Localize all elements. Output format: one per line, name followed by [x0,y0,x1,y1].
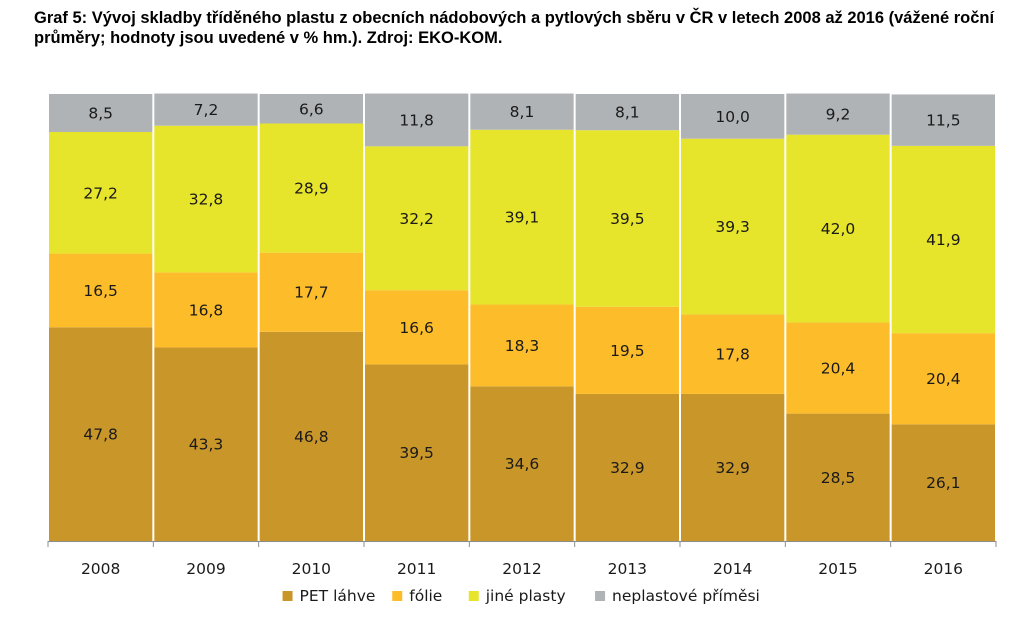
data-label-2014-4: 10,0 [715,108,750,126]
data-label-2014-2: 17,8 [715,346,750,364]
x-tick-label-2009: 2009 [186,560,225,578]
data-label-2010-4: 6,6 [299,100,324,118]
data-label-2013-3: 39,5 [610,210,645,228]
bar-segment-2016-1 [891,424,995,541]
legend-label-1: PET láhve [300,587,376,605]
legend-swatch-2 [392,591,403,601]
bar-segment-2011-1 [365,364,469,541]
data-label-2013-1: 32,9 [610,459,645,477]
data-label-2015-4: 9,2 [826,106,851,124]
bar-segment-2012-1 [470,386,574,541]
data-label-2012-3: 39,1 [505,209,540,227]
bar-segment-2016-4 [891,94,995,146]
legend-swatch-3 [468,591,479,601]
bar-segment-2008-4 [49,94,153,132]
bar-segment-2012-2 [470,304,574,387]
data-label-2015-3: 42,0 [821,220,856,238]
x-tick-label-2013: 2013 [608,560,647,578]
bar-segment-2014-1 [681,393,785,541]
data-label-2013-2: 19,5 [610,342,645,360]
data-label-2014-1: 32,9 [715,459,750,477]
bar-segment-2016-2 [891,333,995,425]
bar-segment-2008-1 [49,327,153,541]
bar-segment-2009-3 [154,125,258,273]
bar-segment-2014-4 [681,94,785,139]
data-label-2008-1: 47,8 [83,426,118,444]
data-label-2016-2: 20,4 [926,370,961,388]
data-label-2008-4: 8,5 [88,105,113,123]
bars-layer: 47,8 16,5 27,2 8,5 43,3 16,8 32,8 7,2 46,8 17,7 28… [49,93,995,541]
bar-segment-2009-4 [154,93,258,126]
legend-swatch-1 [282,591,293,601]
x-axis: 2008 2009 2010 2011 2012 2013 2014 2015 2016 [47,541,997,578]
bar-segment-2012-4 [470,93,574,130]
bar-segment-2012-3 [470,129,574,305]
bar-segment-2010-2 [259,252,363,332]
bar-segment-2013-1 [575,393,679,541]
data-label-2010-2: 17,7 [294,284,329,302]
data-label-2011-4: 11,8 [399,111,434,129]
bar-segment-2010-4 [259,94,363,124]
bar-segment-2014-2 [681,314,785,394]
data-label-2008-3: 27,2 [83,184,118,202]
bar-segment-2013-2 [575,306,679,394]
bar-segment-2011-4 [365,93,469,147]
data-label-2009-4: 7,2 [194,101,219,119]
bar-segment-2015-4 [786,93,890,135]
data-label-2012-4: 8,1 [510,103,535,121]
data-label-2008-2: 16,5 [83,282,118,300]
data-label-2014-3: 39,3 [715,218,750,236]
data-label-2016-1: 26,1 [926,474,961,492]
data-label-2009-3: 32,8 [189,191,224,209]
data-label-2016-4: 11,5 [926,112,961,130]
legend-label-2: fólie [409,587,442,605]
bar-segment-2010-1 [259,331,363,541]
x-tick-label-2015: 2015 [818,560,857,578]
bar-segment-2015-1 [786,413,890,541]
bar-segment-2009-1 [154,347,258,541]
data-label-2016-3: 41,9 [926,231,961,249]
x-tick-label-2011: 2011 [397,560,436,578]
x-tick-label-2016: 2016 [924,560,963,578]
data-label-2011-3: 32,2 [399,210,434,228]
data-label-2009-1: 43,3 [189,436,224,454]
legend-swatch-4 [595,591,606,601]
x-tick-label-2014: 2014 [713,560,752,578]
data-label-2012-2: 18,3 [505,337,540,355]
legend-label-4: neplastové příměsi [612,587,760,605]
bar-segment-2008-2 [49,253,153,328]
chart-title: Graf 5: Vývoj skladby tříděného plastu z… [34,9,995,47]
bar-segment-2015-3 [786,134,890,323]
bar-segment-2013-3 [575,130,679,307]
bar-segment-2014-3 [681,138,785,315]
bar-segment-2013-4 [575,94,679,131]
x-tick-label-2012: 2012 [502,560,541,578]
data-label-2011-1: 39,5 [399,444,434,462]
data-label-2015-2: 20,4 [821,360,856,378]
data-label-2010-3: 28,9 [294,180,329,198]
bar-segment-2016-3 [891,145,995,334]
bar-segment-2011-3 [365,146,469,291]
bar-segment-2009-2 [154,272,258,348]
legend: PET láhve fólie jiné plasty neplastové přím… [282,587,760,605]
bar-segment-2010-3 [259,123,363,253]
data-label-2009-2: 16,8 [189,301,224,319]
legend-label-3: jiné plasty [485,587,566,605]
data-label-2011-2: 16,6 [399,319,434,337]
data-label-2010-1: 46,8 [294,428,329,446]
bar-segment-2015-2 [786,322,890,414]
data-label-2015-1: 28,5 [821,469,856,487]
x-tick-label-2010: 2010 [292,560,331,578]
bar-segment-2011-2 [365,290,469,365]
bar-segment-2008-3 [49,132,153,254]
x-tick-label-2008: 2008 [81,560,120,578]
data-label-2012-1: 34,6 [505,455,540,473]
data-label-2013-4: 8,1 [615,104,640,122]
